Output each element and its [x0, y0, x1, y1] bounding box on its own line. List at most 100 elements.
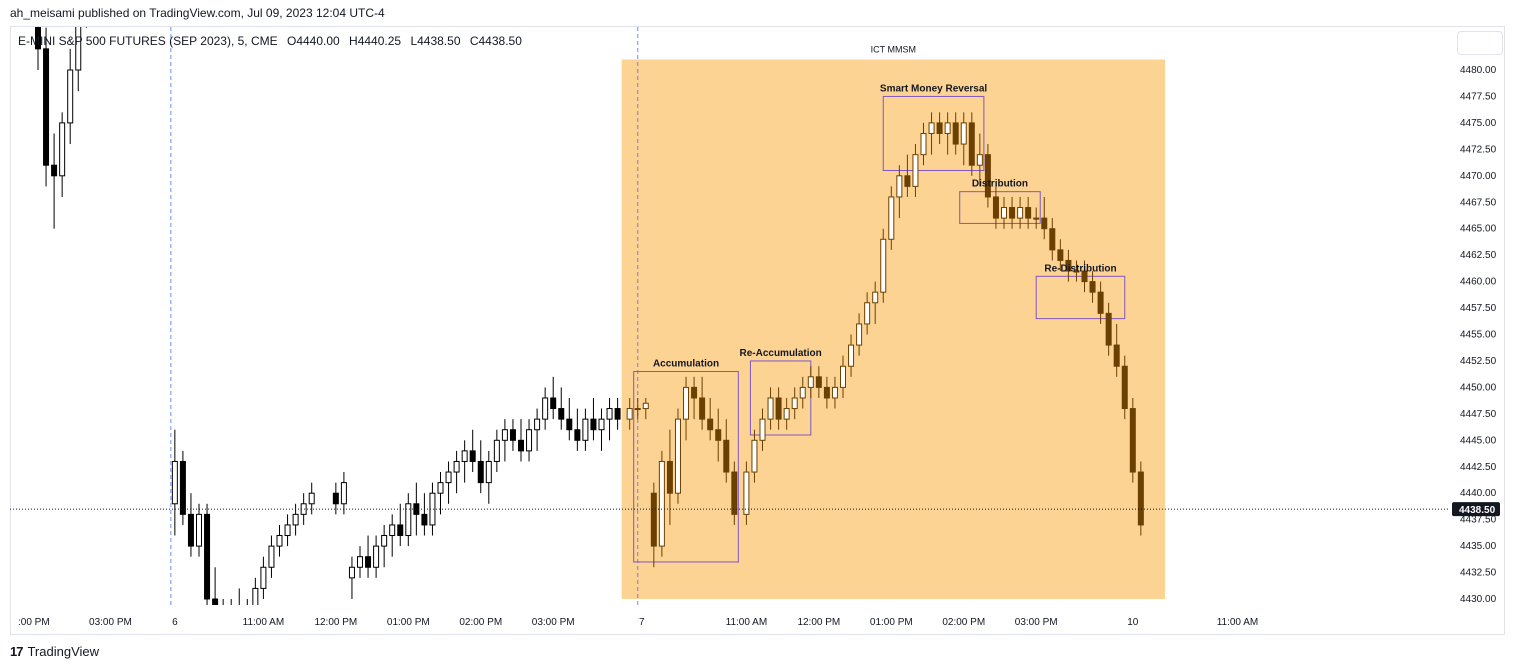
open-value: O4440.00	[286, 34, 340, 48]
candle-body	[683, 386, 690, 420]
y-tick-label: 4467.50	[1460, 197, 1497, 208]
candle	[461, 440, 468, 483]
candle	[715, 408, 722, 462]
candle	[614, 397, 621, 430]
y-tick-label: 4475.00	[1460, 118, 1497, 129]
candle-body	[75, 27, 82, 71]
candle	[292, 503, 299, 536]
candle	[799, 376, 806, 409]
candle-body	[1025, 207, 1032, 219]
candle	[666, 429, 673, 525]
candle-body	[332, 492, 339, 505]
candle	[187, 493, 194, 557]
candle	[840, 355, 846, 398]
candle-body	[1097, 291, 1104, 314]
candle	[373, 535, 380, 578]
candle	[493, 429, 500, 473]
candle	[357, 546, 363, 578]
symbol-name: E-MINI S&P 500 FUTURES (SEP 2023), 5, CM…	[18, 34, 278, 48]
candle-body	[731, 471, 738, 515]
candle-body	[626, 408, 633, 420]
candle	[558, 387, 565, 430]
candle-body	[340, 482, 347, 505]
candle-body	[397, 524, 404, 537]
x-tick-label: 02:00 PM	[942, 617, 985, 628]
annotation-label-4: Re-Distribution	[1044, 263, 1116, 274]
candle	[179, 450, 186, 525]
candle	[0, 514, 5, 567]
candle	[1137, 461, 1144, 536]
candle-body	[493, 439, 500, 462]
candle	[284, 514, 291, 547]
candle-body	[807, 376, 814, 388]
candle	[0, 514, 5, 577]
candle	[707, 397, 714, 441]
candle-body	[196, 513, 202, 547]
candle-body	[799, 386, 806, 399]
candle-body	[707, 418, 714, 431]
candle	[831, 376, 838, 409]
candle	[791, 387, 798, 420]
candle	[365, 535, 372, 578]
candle-body	[187, 513, 194, 547]
last-price-tag	[1452, 502, 1500, 517]
candle-body	[1017, 207, 1024, 219]
x-tick-label: 02:00 PM	[459, 617, 502, 628]
candle-body	[944, 122, 951, 134]
candle-body	[421, 513, 428, 526]
candle	[815, 366, 822, 398]
y-tick-label: 4480.00	[1460, 65, 1497, 76]
candle	[0, 493, 5, 525]
candle	[823, 376, 830, 409]
y-tick-label: 4465.00	[1460, 224, 1497, 235]
candle	[229, 599, 234, 642]
candle-body	[590, 418, 597, 431]
candle-body	[485, 460, 492, 484]
candle	[566, 397, 573, 441]
candle	[691, 376, 698, 420]
symbol-legend[interactable]: E-MINI S&P 500 FUTURES (SEP 2023), 5, CM…	[18, 34, 528, 48]
candle-body	[348, 566, 355, 579]
candle-body	[715, 429, 722, 441]
candle	[1113, 323, 1120, 377]
y-tick-label: 4437.50	[1460, 515, 1497, 526]
candle-body	[912, 154, 919, 187]
y-tick-label: 4460.00	[1460, 277, 1497, 288]
candle	[968, 112, 975, 176]
candle-body	[984, 154, 991, 198]
tradingview-logo[interactable]: 17 TradingView	[10, 644, 99, 659]
candle	[642, 397, 649, 420]
candle-body	[461, 450, 468, 462]
candle-body	[864, 302, 871, 325]
candle	[936, 112, 943, 145]
candle-body	[292, 513, 299, 526]
candle	[731, 461, 738, 525]
candle	[1017, 196, 1024, 229]
candle	[1033, 207, 1040, 229]
candle-body	[35, 27, 41, 50]
candle	[920, 122, 927, 166]
candle-body	[284, 524, 291, 537]
x-tick-label: 01:00 PM	[870, 617, 913, 628]
candle	[212, 567, 219, 605]
candle	[260, 556, 267, 599]
annotation-label-3: Distribution	[972, 179, 1028, 190]
candle-body	[759, 418, 766, 441]
candle-body	[229, 610, 234, 642]
x-tick-label: 03:00 PM	[532, 617, 575, 628]
candle	[992, 186, 999, 229]
candle-body	[237, 610, 242, 621]
candle	[85, 27, 87, 28]
candle-body	[775, 397, 782, 420]
candle	[723, 419, 730, 483]
candle-body	[252, 587, 259, 605]
candle	[1001, 196, 1007, 229]
chart-settings-button[interactable]	[1457, 31, 1503, 55]
candle	[171, 429, 178, 536]
y-tick-label: 4470.00	[1460, 171, 1497, 182]
y-tick-label: 4450.00	[1460, 382, 1497, 393]
candle	[397, 503, 404, 547]
candle-body	[179, 460, 186, 515]
candle-body	[992, 196, 999, 219]
